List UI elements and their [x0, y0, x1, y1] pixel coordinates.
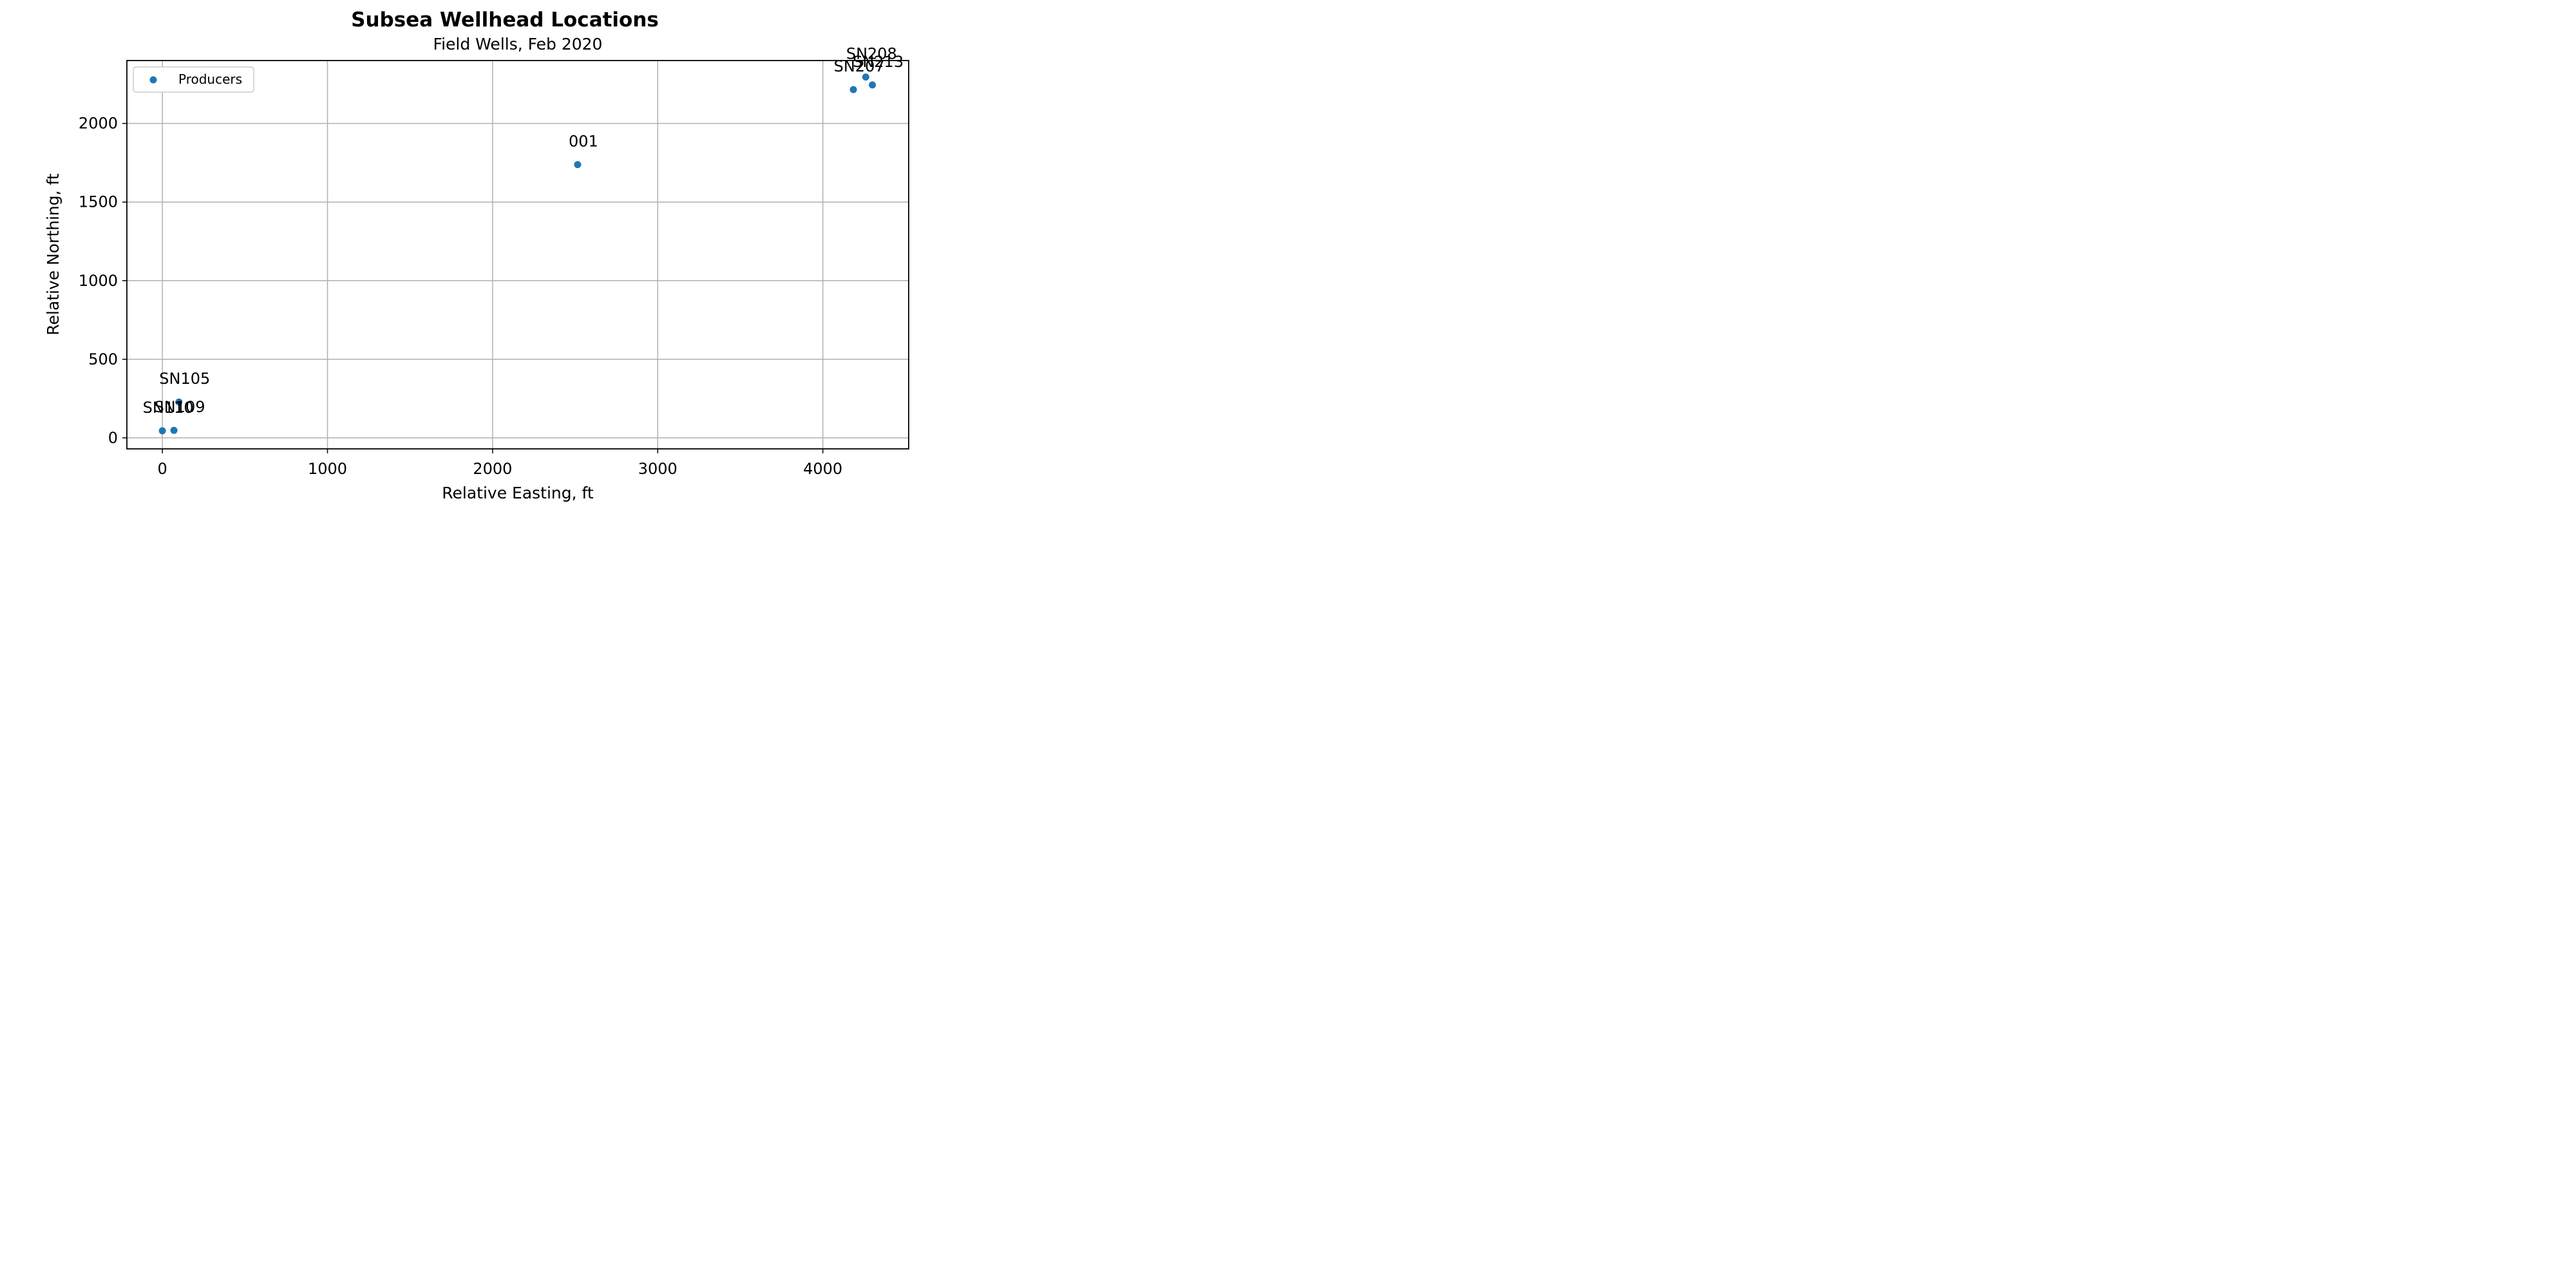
chart-title: Subsea Wellhead Locations — [351, 8, 659, 32]
plot-frame — [126, 60, 909, 450]
y-axis-label: Relative Northing, ft — [44, 173, 62, 336]
x-tick-label: 2000 — [473, 460, 512, 478]
legend-marker — [149, 76, 157, 84]
point-label: 001 — [569, 133, 598, 151]
y-tick-label: 2000 — [79, 115, 118, 133]
data-point — [574, 161, 582, 169]
data-point — [158, 427, 166, 435]
data-points — [158, 73, 876, 435]
point-label: SN105 — [159, 370, 210, 388]
chart-subtitle: Field Wells, Feb 2020 — [433, 35, 603, 53]
data-point — [849, 86, 857, 93]
x-tick-label: 4000 — [803, 460, 842, 478]
point-label: SN207 — [834, 57, 885, 75]
axis-ticks: 0 1000 2000 3000 4000 0 500 1000 1500 2000 — [79, 115, 842, 478]
y-tick-label: 0 — [108, 429, 118, 447]
chart: Subsea Wellhead Locations Field Wells, F… — [44, 8, 909, 502]
grid — [127, 61, 909, 449]
data-point — [175, 398, 183, 406]
point-label: SN208 — [846, 45, 897, 63]
x-axis-label: Relative Easting, ft — [442, 484, 594, 502]
legend-label: Producers — [178, 71, 242, 87]
point-label: SN110 — [143, 399, 194, 417]
point-label: SN213 — [853, 53, 904, 71]
data-point — [170, 426, 178, 434]
x-tick-label: 3000 — [638, 460, 677, 478]
point-label: SN109 — [155, 398, 205, 416]
y-tick-label: 1000 — [79, 272, 118, 290]
legend: Producers — [133, 66, 254, 93]
y-tick-label: 500 — [88, 350, 118, 368]
y-tick-label: 1500 — [79, 193, 118, 211]
legend-box — [133, 66, 254, 93]
x-tick-label: 1000 — [308, 460, 347, 478]
x-tick-label: 0 — [157, 460, 167, 478]
data-point — [869, 81, 876, 89]
data-point — [862, 73, 869, 81]
